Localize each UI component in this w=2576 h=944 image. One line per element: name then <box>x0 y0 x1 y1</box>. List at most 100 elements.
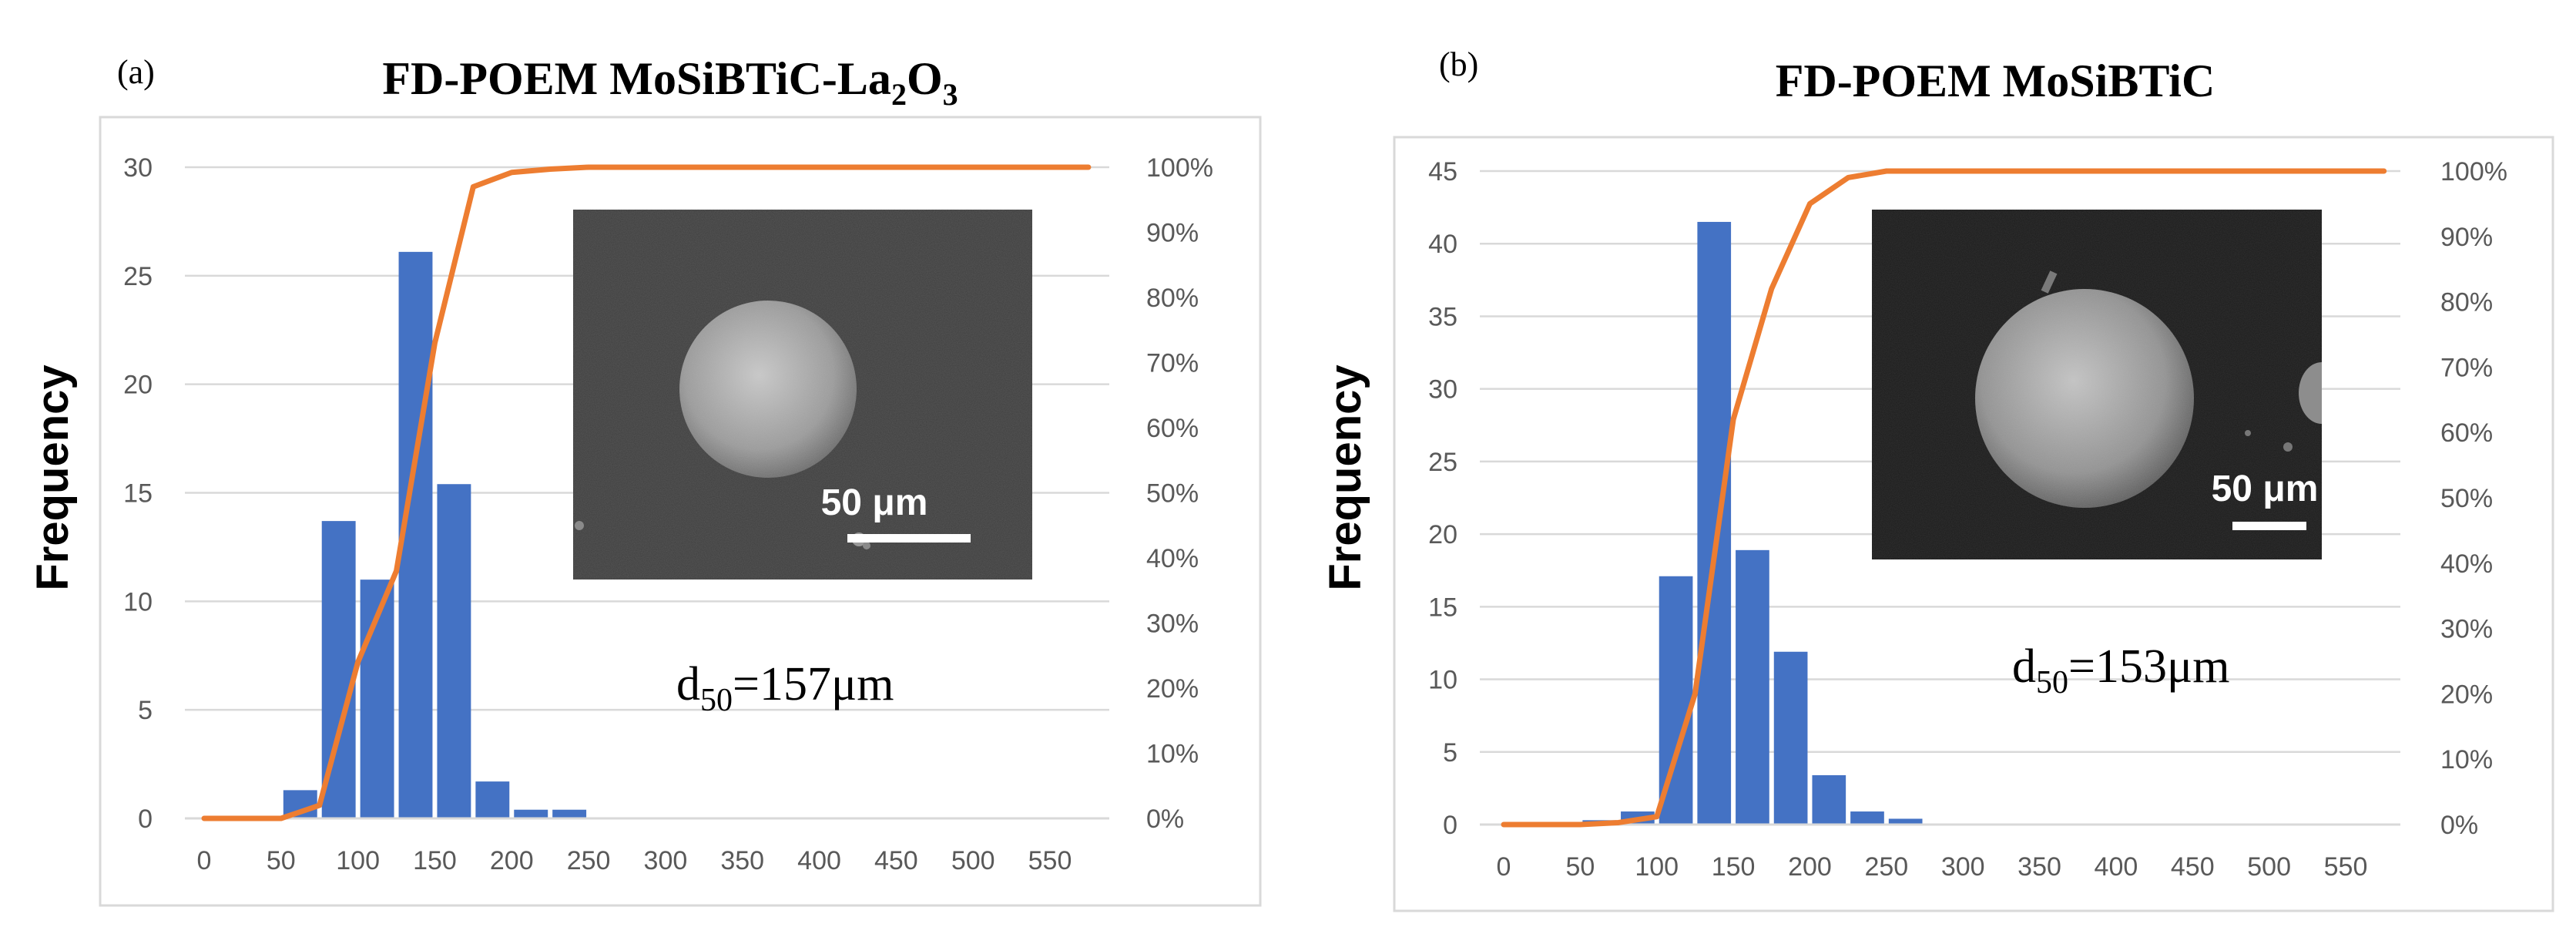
panel-a-y2-tick-label: 30% <box>1146 610 1199 639</box>
panel-a-cumulative-line <box>201 164 1092 821</box>
panel-b-y-tick-label: 30 <box>1428 375 1457 405</box>
panel-a-scale-bar <box>847 534 971 543</box>
panel-a-bar <box>475 781 510 818</box>
panel-b-d50-annotation: d50=153μm <box>2012 640 2229 700</box>
panel-b: (b) FD-POEM MoSiBTiC Frequency 0 5 10 15 20 2… <box>1320 45 2554 912</box>
panel-a-y2-tick-label: 70% <box>1146 349 1199 378</box>
panel-b-y2-tick-label: 80% <box>2440 288 2493 317</box>
panel-b-sem-inset: 50 μm <box>1872 210 2322 559</box>
panel-a-y-tick-label: 25 <box>123 262 153 291</box>
panel-a-x-tick-label: 200 <box>490 846 534 875</box>
panel-a-y2-ticks: 0% 10% 20% 30% 40% 50% 60% 70% 80% 90% 100% <box>1146 153 1213 834</box>
panel-a-d50-annotation: d50=157μm <box>676 658 894 718</box>
panel-b-y2-tick-label: 40% <box>2440 549 2493 579</box>
panel-b-bar <box>1888 818 1923 825</box>
panel-a-y-tick-label: 20 <box>123 371 153 400</box>
panel-a-x-tick-label: 500 <box>951 846 995 875</box>
panel-b-x-tick-label: 350 <box>2018 852 2061 882</box>
panel-b-y-tick-label: 35 <box>1428 302 1457 331</box>
panel-b-scale-bar <box>2232 522 2306 530</box>
panel-b-y-tick-label: 25 <box>1428 448 1457 477</box>
panel-b-x-tick-label: 500 <box>2247 852 2291 882</box>
panel-a-x-tick-label: 450 <box>874 846 918 875</box>
panel-b-x-tick-label: 250 <box>1864 852 1908 882</box>
panel-b-y-tick-label: 20 <box>1428 520 1457 549</box>
panel-a-y2-tick-label: 80% <box>1146 284 1199 313</box>
panel-a-x-tick-label: 550 <box>1028 846 1072 875</box>
panel-a-y2-tick-label: 0% <box>1146 805 1184 834</box>
panel-a-x-tick-label: 100 <box>336 846 380 875</box>
panel-a-x-tick-label: 350 <box>720 846 764 875</box>
panel-a: (a) FD-POEM MoSiBTiC-La2O3 Frequency 0 5 1… <box>28 53 1262 907</box>
panel-b-bar <box>1773 651 1808 825</box>
panel-b-y2-tick-label: 10% <box>2440 745 2493 774</box>
panel-a-y-tick-label: 10 <box>123 587 153 616</box>
panel-a-bars <box>283 251 587 819</box>
panel-a-x-ticks: 0 50 100 150 200 250 300 350 400 450 500 550 <box>197 846 1072 875</box>
panel-b-label: (b) <box>1439 45 1478 83</box>
panel-a-y2-tick-label: 40% <box>1146 544 1199 573</box>
panel-a-label: (a) <box>117 53 155 91</box>
panel-b-scale-label: 50 μm <box>2212 469 2319 509</box>
panel-a-y2-tick-label: 60% <box>1146 414 1199 443</box>
panel-b-y-tick-label: 45 <box>1428 157 1457 186</box>
panel-b-y2-tick-label: 20% <box>2440 680 2493 709</box>
panel-a-y2-tick-label: 50% <box>1146 479 1199 509</box>
panel-b-y-tick-label: 0 <box>1443 811 1457 840</box>
panel-b-cumulative-polyline <box>1501 168 2387 828</box>
panel-b-y2-tick-label: 60% <box>2440 418 2493 448</box>
panel-b-bar <box>1812 774 1846 825</box>
panel-a-y-axis-label: Frequency <box>28 364 78 590</box>
panel-b-y-axis-label: Frequency <box>1320 364 1370 590</box>
panel-a-title: FD-POEM MoSiBTiC-La2O3 <box>382 53 958 112</box>
panel-b-x-tick-label: 50 <box>1565 852 1595 882</box>
panel-b-bar <box>1736 549 1769 825</box>
panel-b-x-tick-label: 550 <box>2324 852 2368 882</box>
panel-a-y-tick-label: 0 <box>138 805 153 834</box>
panel-b-x-tick-label: 200 <box>1788 852 1832 882</box>
panel-b-y-tick-label: 40 <box>1428 230 1457 259</box>
panel-a-bar <box>552 809 587 818</box>
panel-a-y2-tick-label: 20% <box>1146 674 1199 704</box>
panel-a-scale-label: 50 μm <box>821 482 928 523</box>
panel-b-y2-tick-label: 90% <box>2440 223 2493 252</box>
panel-a-sem-inset: 50 μm <box>573 210 1032 580</box>
panel-a-x-tick-label: 400 <box>797 846 841 875</box>
panel-b-y2-tick-label: 30% <box>2440 615 2493 644</box>
panel-b-bar <box>1697 221 1732 825</box>
panel-b-y2-ticks: 0% 10% 20% 30% 40% 50% 60% 70% 80% 90% 100% <box>2440 157 2507 840</box>
panel-a-bar <box>437 484 471 818</box>
panel-a-y2-tick-label: 10% <box>1146 740 1199 769</box>
panel-b-y2-tick-label: 50% <box>2440 484 2493 513</box>
panel-b-bars <box>1582 221 1923 825</box>
panel-b-x-tick-label: 100 <box>1635 852 1679 882</box>
panel-b-y-tick-label: 15 <box>1428 593 1457 622</box>
panel-a-y-tick-label: 5 <box>138 696 153 725</box>
panel-b-title: FD-POEM MoSiBTiC <box>1776 55 2215 106</box>
panel-b-cumulative-line <box>1501 168 2387 828</box>
panel-b-x-tick-label: 300 <box>1941 852 1985 882</box>
panel-a-x-tick-label: 150 <box>413 846 457 875</box>
panel-a-y2-tick-label: 100% <box>1146 153 1213 183</box>
panel-b-y-ticks: 0 5 10 15 20 25 30 35 40 45 <box>1428 157 1457 840</box>
panel-a-x-tick-label: 250 <box>567 846 611 875</box>
panel-b-x-tick-label: 0 <box>1497 852 1511 882</box>
panel-b-x-tick-label: 150 <box>1712 852 1756 882</box>
panel-b-x-ticks: 0 50 100 150 200 250 300 350 400 450 500 550 <box>1497 852 2368 882</box>
panel-b-y2-tick-label: 100% <box>2440 157 2507 186</box>
panel-a-x-tick-label: 0 <box>197 846 212 875</box>
panel-b-x-tick-label: 400 <box>2095 852 2138 882</box>
panel-b-bar <box>1850 811 1884 825</box>
panel-a-bar <box>514 809 548 818</box>
panel-b-y2-tick-label: 70% <box>2440 353 2493 382</box>
panel-b-y2-tick-label: 0% <box>2440 811 2478 840</box>
panel-b-x-tick-label: 450 <box>2171 852 2215 882</box>
panel-a-y-tick-label: 15 <box>123 479 153 509</box>
panel-b-y-tick-label: 5 <box>1443 738 1457 768</box>
panel-a-y2-tick-label: 90% <box>1146 219 1199 248</box>
panel-a-y-ticks: 0 5 10 15 20 25 30 <box>123 153 153 834</box>
panel-b-y-tick-label: 10 <box>1428 666 1457 695</box>
panel-a-x-tick-label: 50 <box>267 846 296 875</box>
panel-a-x-tick-label: 300 <box>644 846 688 875</box>
